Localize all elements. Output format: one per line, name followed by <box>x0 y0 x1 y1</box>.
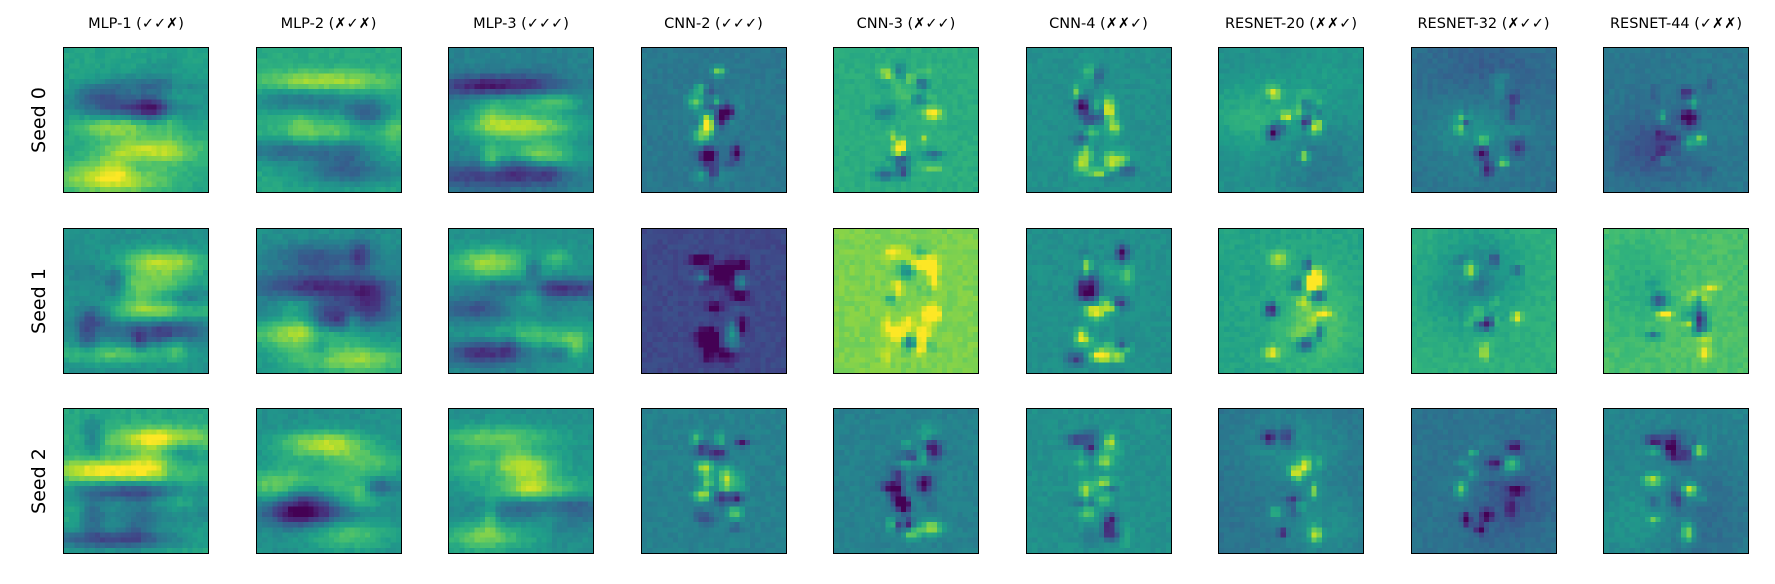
saliency-heatmap <box>1026 228 1171 373</box>
saliency-map-panel <box>63 47 209 193</box>
column-title: RESNET-32 (✗✓✓) <box>1384 16 1584 32</box>
saliency-map-panel <box>1410 227 1557 374</box>
column-title: CNN-4 (✗✗✓) <box>999 16 1199 32</box>
column-title: MLP-3 (✓✓✓) <box>421 16 621 32</box>
saliency-map-panel <box>1025 227 1172 374</box>
saliency-map-panel <box>1410 408 1557 554</box>
saliency-heatmap <box>834 48 978 192</box>
saliency-map-panel <box>1218 408 1364 554</box>
saliency-map-panel <box>833 227 979 374</box>
saliency-map-panel <box>833 408 979 554</box>
column-title: RESNET-20 (✗✗✓) <box>1191 16 1391 32</box>
saliency-map-panel <box>63 227 209 374</box>
saliency-map-panel <box>1218 47 1364 193</box>
saliency-heatmap <box>834 409 978 553</box>
saliency-heatmap <box>1026 409 1171 553</box>
saliency-heatmap <box>1219 228 1363 373</box>
saliency-heatmap <box>641 228 786 373</box>
saliency-map-panel <box>640 47 787 193</box>
saliency-heatmap <box>834 228 978 373</box>
saliency-map-panel <box>255 47 402 193</box>
saliency-heatmap <box>449 48 593 192</box>
saliency-heatmap <box>256 409 401 553</box>
saliency-heatmap <box>64 409 208 553</box>
saliency-map-panel <box>448 47 594 193</box>
saliency-map-panel <box>1603 47 1749 193</box>
row-label-text: Seed 1 <box>28 268 50 334</box>
saliency-heatmap <box>641 48 786 192</box>
saliency-heatmap <box>64 228 208 373</box>
saliency-heatmap <box>1604 409 1748 553</box>
saliency-map-panel <box>640 227 787 374</box>
saliency-heatmap <box>449 228 593 373</box>
saliency-heatmap <box>1219 48 1363 192</box>
saliency-heatmap <box>1411 228 1556 373</box>
saliency-heatmap <box>641 409 786 553</box>
saliency-heatmap <box>1604 228 1748 373</box>
saliency-map-panel <box>448 408 594 554</box>
column-title: CNN-2 (✓✓✓) <box>614 16 814 32</box>
saliency-heatmap <box>1219 409 1363 553</box>
saliency-heatmap <box>1411 48 1556 192</box>
saliency-map-panel <box>1025 408 1172 554</box>
saliency-heatmap <box>256 48 401 192</box>
row-label-text: Seed 0 <box>28 87 50 153</box>
saliency-heatmap <box>449 409 593 553</box>
column-title: CNN-3 (✗✓✓) <box>806 16 1006 32</box>
row-label-text: Seed 2 <box>28 448 50 514</box>
saliency-heatmap <box>1411 409 1556 553</box>
saliency-map-panel <box>1603 408 1749 554</box>
saliency-map-panel <box>1218 227 1364 374</box>
row-label: Seed 1 <box>28 228 50 374</box>
saliency-map-panel <box>255 408 402 554</box>
row-label: Seed 2 <box>28 408 50 554</box>
saliency-map-panel <box>640 408 787 554</box>
saliency-heatmap <box>64 48 208 192</box>
saliency-heatmap <box>1026 48 1171 192</box>
saliency-map-panel <box>833 47 979 193</box>
saliency-map-panel <box>1603 227 1749 374</box>
saliency-map-panel <box>63 408 209 554</box>
column-title: RESNET-44 (✓✗✗) <box>1576 16 1775 32</box>
saliency-heatmap <box>256 228 401 373</box>
saliency-map-panel <box>1410 47 1557 193</box>
saliency-heatmap <box>1604 48 1748 192</box>
column-title: MLP-1 (✓✓✗) <box>36 16 236 32</box>
row-label: Seed 0 <box>28 47 50 193</box>
saliency-map-panel <box>448 227 594 374</box>
column-title: MLP-2 (✗✓✗) <box>229 16 429 32</box>
saliency-map-panel <box>255 227 402 374</box>
saliency-map-panel <box>1025 47 1172 193</box>
